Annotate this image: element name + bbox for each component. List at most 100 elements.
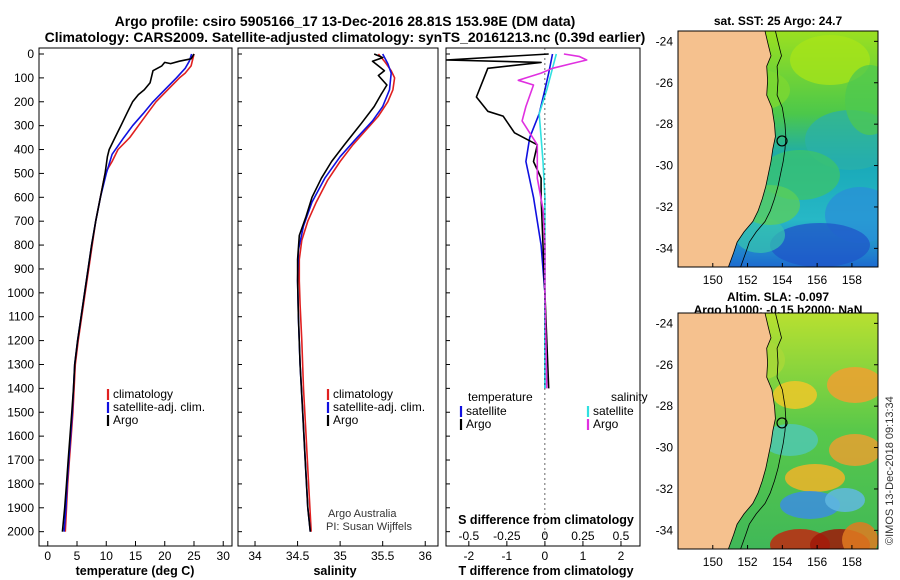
sal-x-tick-label: 35.5 [371, 549, 395, 563]
temp-x-tick-label: 5 [74, 549, 81, 563]
depth-tick-label: 800 [14, 238, 34, 252]
sst-map-frame [677, 30, 879, 268]
salinity-x-label: salinity [313, 564, 356, 578]
legend-label: satellite [593, 404, 634, 418]
s-difference-tick-label: 0.5 [613, 529, 630, 543]
lon-tick-label: 152 [738, 273, 758, 287]
sla-shelf-contour [740, 313, 787, 549]
credit-line2: PI: Susan Wijffels [326, 521, 412, 533]
difference-axes-frame [445, 47, 641, 547]
salinity-lines [296, 53, 396, 532]
temp-x-tick-label: 30 [217, 549, 231, 563]
sla-eddy [762, 424, 818, 456]
lon-tick-label: 158 [842, 555, 862, 569]
temp-x-tick-label: 20 [158, 549, 172, 563]
sst-patch [845, 65, 878, 135]
sla-map-title-line1: Altim. SLA: -0.097 [727, 290, 829, 304]
legend-label: Argo [113, 413, 139, 427]
salinity-axes-frame [237, 47, 439, 547]
sal-x-tick-label: 36 [419, 549, 433, 563]
difference-lines [446, 48, 588, 546]
sst-patch [770, 223, 870, 267]
sst-lon-axis: 150 152 154 156 158 [703, 263, 862, 287]
credit-line1: Argo Australia [328, 508, 397, 520]
sst-patches [730, 35, 878, 267]
difference-x-axis: -2 -1 0 1 2 [446, 53, 625, 563]
difference-panel: -2 -1 0 1 2 T difference from climatology S … [445, 47, 648, 578]
temperature-panel: 0100200300400500600700800900100011001200… [7, 47, 233, 578]
diff-x-tick-label: -2 [463, 549, 474, 563]
sla-lon-axis: 150 152 154 156 158 [703, 545, 862, 569]
lat-tick-label: -32 [656, 200, 674, 214]
diff-series-temperature-argo [446, 53, 550, 389]
difference-legend: temperature salinitysatelliteArgosatellit… [459, 390, 648, 431]
legend-label: climatology [333, 387, 393, 401]
legend-label: satellite-adj. clim. [113, 400, 205, 414]
depth-tick-label: 0 [27, 47, 34, 61]
salinity-x-axis: 34 34.5 35 35.5 36 [238, 53, 433, 563]
depth-tick-label: 2000 [7, 525, 34, 539]
lat-tick-label: -28 [656, 117, 674, 131]
diff-series-salinity-argo [517, 53, 588, 389]
temp-x-tick-label: 25 [187, 549, 201, 563]
lat-tick-label: -30 [656, 159, 674, 173]
temperature-x-label: temperature (deg C) [76, 564, 195, 578]
depth-tick-label: 1400 [7, 381, 34, 395]
depth-axis: 0 100 200 300 400 500 600 700 800 900 1000 1100 1200… [7, 47, 44, 539]
lon-tick-label: 156 [807, 273, 827, 287]
sal-x-tick-label: 34.5 [286, 549, 310, 563]
figure-title-line1: Argo profile: csiro 5905166_17 13-Dec-20… [115, 13, 576, 29]
sal-series-climatology [298, 53, 396, 532]
sst-map-title: sat. SST: 25 Argo: 24.7 [714, 14, 843, 28]
sla-eddy [773, 381, 817, 409]
sla-eddy [827, 367, 878, 403]
lon-tick-label: 152 [738, 555, 758, 569]
depth-tick-label: 700 [14, 214, 34, 228]
sla-map: Altim. SLA: -0.097 Argo h1000: -0.15 h20… [656, 290, 879, 569]
lon-tick-label: 156 [807, 555, 827, 569]
legend-label: climatology [113, 387, 173, 401]
lon-tick-label: 150 [703, 273, 723, 287]
sst-shelf-contour [740, 31, 787, 267]
legend-label: satellite-adj. clim. [333, 400, 425, 414]
lon-tick-label: 150 [703, 555, 723, 569]
depth-tick-label: 600 [14, 190, 34, 204]
sla-eddy [785, 464, 845, 492]
legend-label: satellite [466, 404, 507, 418]
s-difference-tick-label: -0.5 [458, 529, 479, 543]
depth-tick-label: 200 [14, 95, 34, 109]
diff-x-tick-label: 2 [618, 549, 625, 563]
lat-tick-label: -30 [656, 441, 674, 455]
diff-x-tick-label: -1 [502, 549, 513, 563]
sla-lat-axis: -24 -26 -28 -30 -32 -34 [656, 316, 878, 537]
diff-x-tick-label: 0 [542, 549, 549, 563]
sst-land [678, 31, 776, 267]
depth-tick-label: 1000 [7, 286, 34, 300]
lat-tick-label: -32 [656, 482, 674, 496]
temp-x-tick-label: 0 [44, 549, 51, 563]
depth-tick-label: 1100 [8, 310, 34, 324]
lat-tick-label: -28 [656, 399, 674, 413]
sla-argo-position-marker [776, 417, 788, 429]
depth-tick-label: 1900 [7, 501, 34, 515]
lat-tick-label: -34 [656, 523, 674, 537]
depth-tick-label: 1800 [7, 477, 34, 491]
legend-label: Argo [333, 413, 359, 427]
sst-patch [790, 35, 870, 85]
depth-tick-label: 100 [14, 71, 34, 85]
difference-x-label: T difference from climatology [458, 564, 633, 578]
s-difference-label: S difference from climatology [458, 513, 634, 527]
sla-land [678, 313, 776, 549]
lat-tick-label: -24 [656, 34, 674, 48]
sla-eddy [780, 491, 840, 519]
diff-x-tick-label: 1 [580, 549, 587, 563]
depth-tick-label: 400 [14, 143, 34, 157]
depth-tick-label: 1200 [7, 334, 34, 348]
legend-salinity-title: salinity [611, 390, 648, 404]
depth-tick-label: 500 [14, 166, 34, 180]
sal-x-tick-label: 35 [333, 549, 347, 563]
depth-tick-label: 900 [14, 262, 34, 276]
sla-map-frame [677, 312, 879, 550]
